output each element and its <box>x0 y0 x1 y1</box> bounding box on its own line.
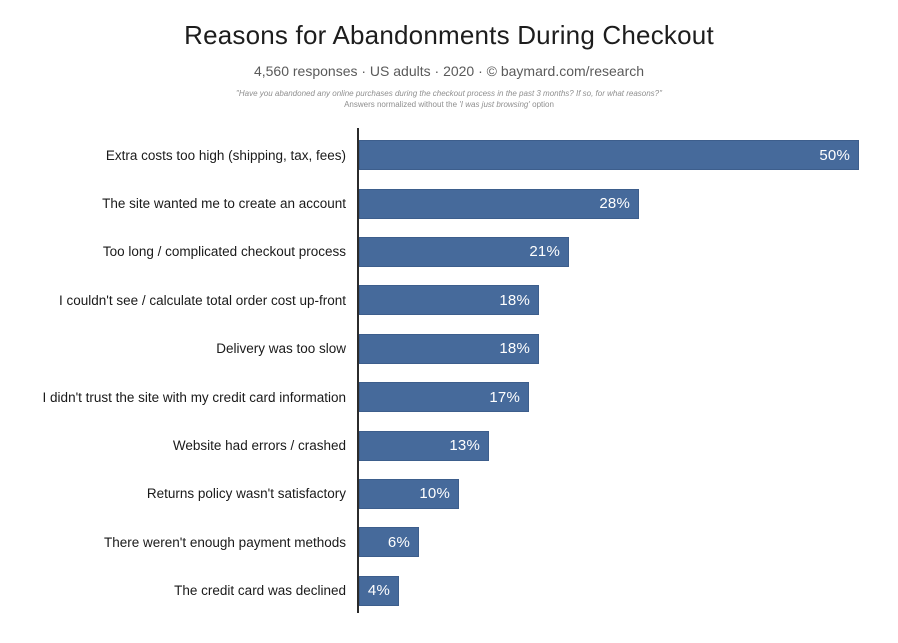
category-label: There weren't enough payment methods <box>104 534 346 550</box>
chart-row: There weren't enough payment methods 6% <box>0 518 898 566</box>
category-label: The site wanted me to create an account <box>102 196 346 212</box>
bar: 10% <box>359 478 459 509</box>
bar: 17% <box>359 382 529 413</box>
page-title: Reasons for Abandonments During Checkout <box>184 20 714 50</box>
bar: 21% <box>359 236 569 267</box>
bar-value-label: 21% <box>529 243 560 261</box>
chart-row: The credit card was declined 4% <box>0 567 898 615</box>
bar-track: 17% <box>346 382 898 413</box>
normalization-note-prefix: Answers normalized without the <box>344 100 460 109</box>
category-label: The credit card was declined <box>174 583 346 599</box>
bar-value-label: 18% <box>499 291 530 309</box>
bar-value-label: 17% <box>489 388 520 406</box>
bar-value-label: 13% <box>449 437 480 455</box>
category-label: Delivery was too slow <box>216 341 346 357</box>
bar: 4% <box>359 575 399 606</box>
bar-value-label: 4% <box>367 582 390 600</box>
category-label: Website had errors / crashed <box>172 438 346 454</box>
category-label: Too long / complicated checkout process <box>102 244 346 260</box>
bar-track: 13% <box>346 430 898 461</box>
chart-row: Returns policy wasn't satisfactory 10% <box>0 470 898 518</box>
chart-footnotes: "Have you abandoned any online purchases… <box>0 88 898 110</box>
bar-track: 50% <box>346 140 898 171</box>
bar: 6% <box>359 527 419 558</box>
normalization-note-suffix: option <box>529 100 554 109</box>
normalization-note: Answers normalized without the 'I was ju… <box>0 99 898 110</box>
bar: 13% <box>359 430 489 461</box>
chart-rows: Extra costs too high (shipping, tax, fee… <box>0 131 898 615</box>
bar-track: 4% <box>346 575 898 606</box>
category-label: Extra costs too high (shipping, tax, fee… <box>105 147 346 163</box>
bar-track: 28% <box>346 188 898 219</box>
bar: 28% <box>359 188 639 219</box>
chart-row: I didn't trust the site with my credit c… <box>0 373 898 421</box>
bar-value-label: 10% <box>419 485 450 503</box>
category-label: Returns policy wasn't satisfactory <box>146 486 346 502</box>
chart-subtitle: 4,560 responses · US adults · 2020 · © b… <box>253 63 645 79</box>
category-label: I couldn't see / calculate total order c… <box>59 292 346 308</box>
chart-row: I couldn't see / calculate total order c… <box>0 276 898 324</box>
bar-track: 18% <box>346 285 898 316</box>
chart-row: Too long / complicated checkout process 2… <box>0 228 898 276</box>
chart-row: Delivery was too slow 18% <box>0 325 898 373</box>
bar-value-label: 50% <box>819 146 850 164</box>
chart-row: The site wanted me to create an account 2… <box>0 179 898 227</box>
survey-question-note: "Have you abandoned any online purchases… <box>236 89 662 98</box>
bar-track: 18% <box>346 333 898 364</box>
bar-track: 10% <box>346 478 898 509</box>
category-label: I didn't trust the site with my credit c… <box>42 389 346 405</box>
chart-row: Extra costs too high (shipping, tax, fee… <box>0 131 898 179</box>
normalization-note-quote: 'I was just browsing' <box>459 100 530 109</box>
chart-row: Website had errors / crashed 13% <box>0 421 898 469</box>
bar-track: 6% <box>346 527 898 558</box>
bar-track: 21% <box>346 236 898 267</box>
bar-value-label: 28% <box>599 195 630 213</box>
bar: 18% <box>359 333 539 364</box>
bar-value-label: 6% <box>387 533 410 551</box>
bar: 18% <box>359 285 539 316</box>
bar-value-label: 18% <box>499 340 530 358</box>
bar: 50% <box>359 140 859 171</box>
y-axis-line <box>357 128 359 613</box>
